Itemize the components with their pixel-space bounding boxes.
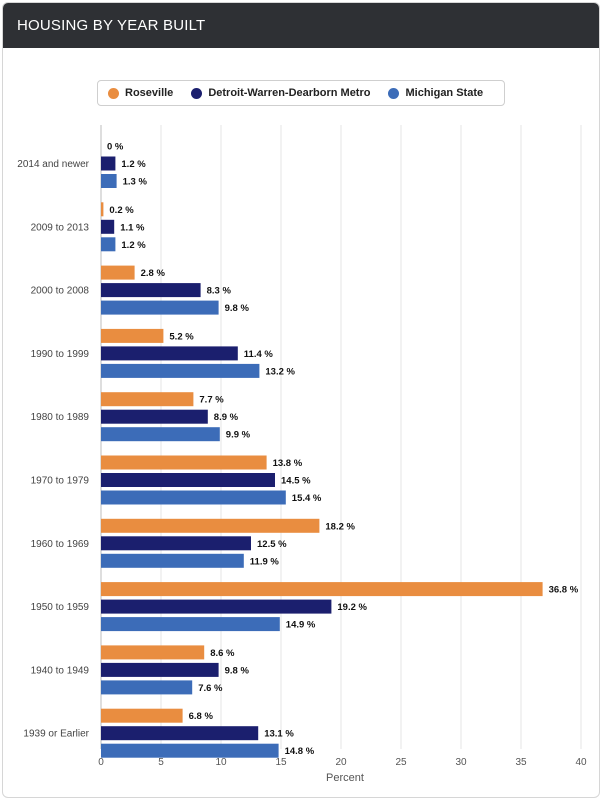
bar-michigan-state[interactable] xyxy=(101,427,220,442)
legend-label-detroit-metro: Detroit-Warren-Dearborn Metro xyxy=(208,87,371,99)
bar-michigan-state[interactable] xyxy=(101,553,244,568)
category-label: 1940 to 1949 xyxy=(31,665,90,676)
bar-michigan-state[interactable] xyxy=(101,743,279,758)
data-label: 7.7 % xyxy=(199,395,224,406)
data-label: 12.5 % xyxy=(257,539,287,550)
data-label: 19.2 % xyxy=(337,602,367,613)
x-tick-label: 15 xyxy=(275,757,287,768)
data-label: 11.4 % xyxy=(244,349,274,360)
bars: 0 % 1.2 % 1.3 % 0.2 % 1.1 % 1.2 % 2.8 % 8.3 % 9.… xyxy=(101,142,579,758)
bar-michigan-state[interactable] xyxy=(101,617,280,632)
bar-detroit-warren-dearborn-metro[interactable] xyxy=(101,219,115,234)
bar-michigan-state[interactable] xyxy=(101,237,116,252)
legend-dot-detroit-metro xyxy=(191,87,203,99)
data-label: 14.9 % xyxy=(286,620,316,631)
category-label: 1960 to 1969 xyxy=(31,539,90,550)
data-label: 8.6 % xyxy=(210,648,235,659)
x-tick-label: 20 xyxy=(335,757,347,768)
legend-item-detroit-metro[interactable]: Detroit-Warren-Dearborn Metro xyxy=(191,87,370,99)
category-label: 1980 to 1989 xyxy=(31,412,90,423)
data-label: 7.6 % xyxy=(198,683,223,694)
tick-labels: 0 5 10 15 20 25 30 35 40 xyxy=(98,757,587,768)
data-label: 1.1 % xyxy=(120,222,145,233)
bar-detroit-warren-dearborn-metro[interactable] xyxy=(101,536,251,551)
bar-roseville[interactable] xyxy=(101,392,194,407)
category-label: 1970 to 1979 xyxy=(31,476,90,487)
data-label: 2.8 % xyxy=(141,268,166,279)
bar-michigan-state[interactable] xyxy=(101,300,219,315)
data-label: 13.2 % xyxy=(265,366,295,377)
bar-detroit-warren-dearborn-metro[interactable] xyxy=(101,473,275,487)
category-label: 1939 or Earlier xyxy=(23,729,89,740)
bar-michigan-state[interactable] xyxy=(101,174,117,188)
bar-michigan-state[interactable] xyxy=(101,363,260,378)
bar-roseville[interactable] xyxy=(101,582,543,597)
data-label: 5.2 % xyxy=(169,331,194,342)
bar-michigan-state[interactable] xyxy=(101,490,286,505)
bar-roseville[interactable] xyxy=(101,645,205,660)
data-label: 11.9 % xyxy=(250,556,280,567)
category-label: 1990 to 1999 xyxy=(31,349,90,360)
data-label: 0.2 % xyxy=(109,205,134,216)
data-label: 8.3 % xyxy=(207,286,232,297)
bar-roseville[interactable] xyxy=(101,202,104,217)
data-label: 8.9 % xyxy=(214,412,239,423)
bar-detroit-warren-dearborn-metro[interactable] xyxy=(101,599,332,614)
bar-detroit-warren-dearborn-metro[interactable] xyxy=(101,726,259,741)
bar-roseville[interactable] xyxy=(101,455,267,470)
bar-detroit-warren-dearborn-metro[interactable] xyxy=(101,283,201,298)
bar-detroit-warren-dearborn-metro[interactable] xyxy=(101,662,219,677)
legend-label-michigan-state: Michigan State xyxy=(405,87,484,99)
data-label: 14.8 % xyxy=(285,746,315,757)
x-tick-label: 5 xyxy=(158,757,164,768)
chart-legend: Roseville Detroit-Warren-Dearborn Metro … xyxy=(97,80,505,106)
bar-detroit-warren-dearborn-metro[interactable] xyxy=(101,346,238,361)
bar-roseville[interactable] xyxy=(101,708,183,723)
legend-dot-michigan-state xyxy=(388,87,400,99)
data-label: 36.8 % xyxy=(549,585,579,596)
bar-detroit-warren-dearborn-metro[interactable] xyxy=(101,409,208,424)
bar-roseville[interactable] xyxy=(101,265,135,280)
category-label: 1950 to 1959 xyxy=(31,602,90,613)
x-tick-label: 35 xyxy=(515,757,527,768)
data-label: 13.8 % xyxy=(273,458,303,469)
x-tick-label: 30 xyxy=(455,757,467,768)
data-label: 9.8 % xyxy=(225,665,250,676)
data-label: 14.5 % xyxy=(281,476,311,487)
legend-label-roseville: Roseville xyxy=(125,87,174,99)
data-label: 0 % xyxy=(107,142,124,153)
x-axis-title: Percent xyxy=(326,772,364,784)
chart-title: HOUSING BY YEAR BUILT xyxy=(17,17,206,34)
x-tick-label: 0 xyxy=(98,757,104,768)
data-label: 6.8 % xyxy=(189,711,214,722)
bar-michigan-state[interactable] xyxy=(101,680,193,695)
data-label: 13.1 % xyxy=(264,729,294,740)
chart-header: HOUSING BY YEAR BUILT xyxy=(3,3,599,48)
legend-dot-roseville xyxy=(108,87,119,99)
legend-item-roseville[interactable]: Roseville xyxy=(108,87,173,99)
bar-roseville[interactable] xyxy=(101,328,164,343)
data-label: 15.4 % xyxy=(292,493,322,504)
legend-item-michigan-state[interactable]: Michigan State xyxy=(388,87,483,99)
x-tick-label: 10 xyxy=(215,757,227,768)
x-tick-label: 25 xyxy=(395,757,407,768)
data-label: 1.2 % xyxy=(121,240,146,251)
x-tick-label: 40 xyxy=(575,757,587,768)
bar-detroit-warren-dearborn-metro[interactable] xyxy=(101,156,116,171)
bar-roseville[interactable] xyxy=(101,518,320,533)
data-label: 1.2 % xyxy=(121,159,146,170)
bar-chart: 0 % 1.2 % 1.3 % 0.2 % 1.1 % 1.2 % 2.8 % 8.3 % 9.… xyxy=(17,125,587,784)
category-label: 2000 to 2008 xyxy=(31,286,90,297)
data-label: 9.8 % xyxy=(225,303,250,314)
category-label: 2009 to 2013 xyxy=(31,222,90,233)
category-label: 2014 and newer xyxy=(17,159,89,170)
data-label: 18.2 % xyxy=(325,521,355,532)
data-label: 9.9 % xyxy=(226,430,251,441)
category-labels: 2014 and newer 2009 to 2013 2000 to 2008 19… xyxy=(17,159,89,740)
data-label: 1.3 % xyxy=(123,177,148,188)
